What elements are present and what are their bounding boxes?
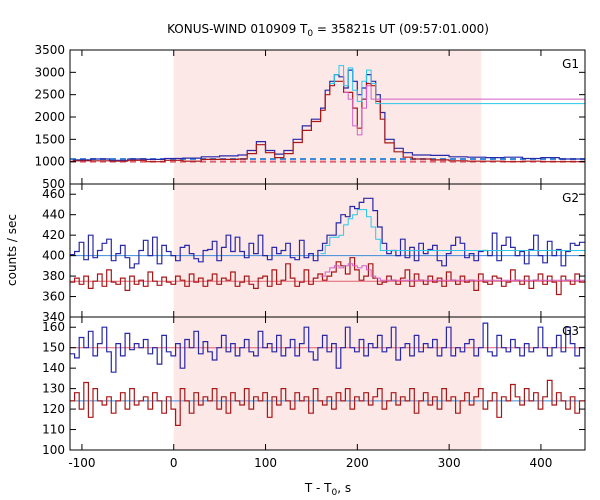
series-red-histogram (72, 80, 585, 163)
x-tick-label: 200 (346, 456, 369, 470)
series-red-histogram (70, 257, 585, 296)
y-tick-label: 150 (42, 341, 65, 355)
y-tick-label: 500 (42, 177, 65, 191)
series-blue-histogram (70, 322, 585, 373)
chart-title-rest: = 35821s UT (09:57:01.000) (313, 22, 489, 36)
y-tick-label: 3000 (34, 65, 65, 79)
x-tick-label: -100 (68, 456, 95, 470)
y-tick-label: 120 (42, 402, 65, 416)
panel-g2: 340 360 380 400 420 440 460 G2 (42, 183, 586, 324)
panel-plot-area (70, 322, 585, 426)
y-tick-label: 3500 (34, 43, 65, 57)
y-tick-label: 340 (42, 310, 65, 324)
panel-frame (69, 316, 586, 451)
y-axis-label: counts / sec (5, 214, 19, 286)
y-tick-label: 1500 (34, 132, 65, 146)
y-tick-label: 140 (42, 361, 65, 375)
chart-title-subscript: 0 (307, 29, 313, 39)
x-tick-label: 0 (170, 456, 178, 470)
y-tick-label: 460 (42, 187, 65, 201)
y-tick-label: 160 (42, 320, 65, 334)
panel-plot-area (70, 197, 585, 296)
y-tick-label: 110 (42, 423, 65, 437)
x-tick-label: 400 (529, 456, 552, 470)
fine-histogram (329, 65, 585, 105)
y-tick-label: 2000 (34, 110, 65, 124)
x-axis-label-rest: , s (337, 481, 351, 495)
x-axis-label-main: T - T (304, 481, 332, 495)
series-red-histogram (70, 379, 585, 426)
panel-label: G2 (562, 191, 579, 205)
y-tick-label: 360 (42, 290, 65, 304)
y-tick-label: 100 (42, 443, 65, 457)
panel-g1: 500 1000 1500 2000 2500 3000 3500 G1 (34, 43, 586, 191)
x-axis-label-subscript: 0 (332, 488, 338, 498)
fine-histogram (343, 85, 585, 136)
y-tick-label: 400 (42, 249, 65, 263)
y-tick-label: 380 (42, 269, 65, 283)
series-blue-histogram (70, 197, 585, 269)
x-tick-label: 100 (254, 456, 277, 470)
chart-title-main: KONUS-WIND 010909 T (167, 22, 308, 36)
panels-layer: 500100015002000250030003500G134036038040… (34, 43, 586, 470)
y-tick-label: 1000 (34, 155, 65, 169)
panel-g3: 100 110 120 130 140 150 160 G3 (42, 316, 586, 457)
chart-title: KONUS-WIND 010909 T0 = 35821s UT (09:57:… (167, 22, 489, 39)
y-tick-label: 420 (42, 228, 65, 242)
panel-label: G1 (562, 57, 579, 71)
shaded-interval (173, 50, 482, 184)
series-blue-histogram (72, 69, 585, 161)
y-tick-label: 2500 (34, 88, 65, 102)
x-axis-label: T - T0, s (304, 481, 351, 498)
y-tick-label: 440 (42, 208, 65, 222)
fine-histogram (320, 209, 585, 255)
panel-plot-area (70, 65, 585, 163)
fine-histogram (320, 263, 585, 281)
x-tick-label: 300 (438, 456, 461, 470)
y-tick-label: 130 (42, 382, 65, 396)
panel-label: G3 (562, 324, 579, 338)
